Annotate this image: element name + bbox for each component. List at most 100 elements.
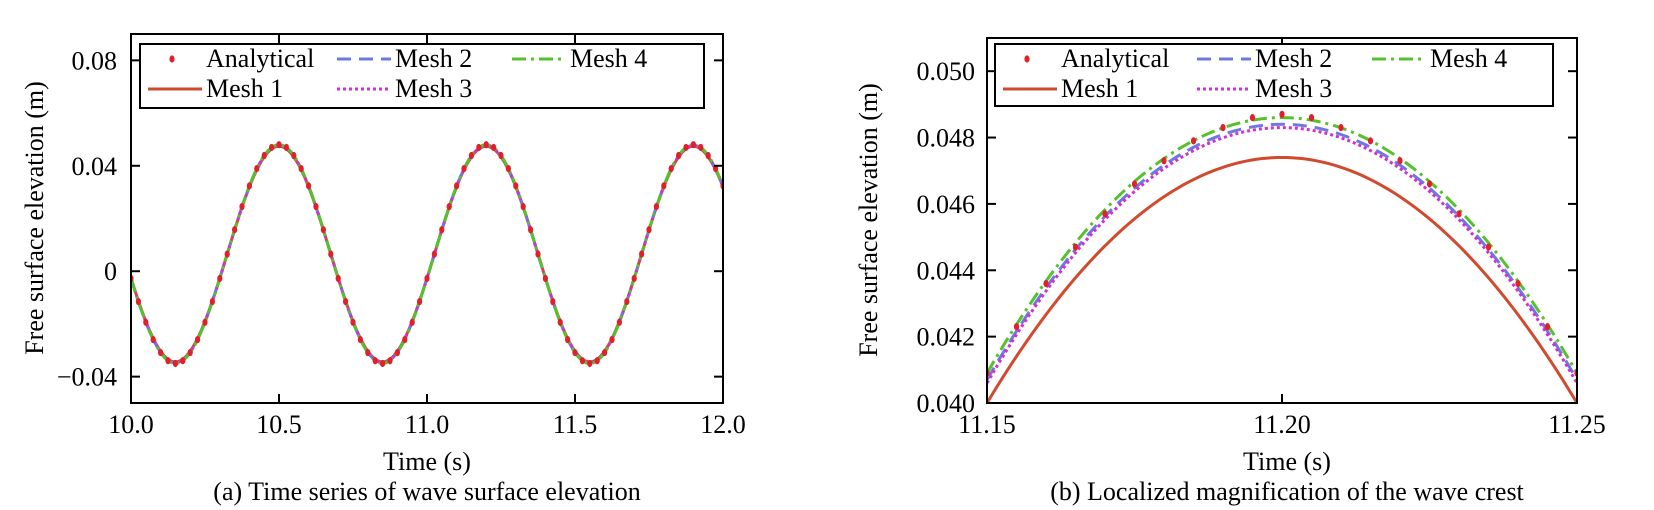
chart-b-series-mesh1 (987, 155, 1577, 403)
chart-a-legend: Analytical Mesh 2 Mesh 4 Mesh 1 Mesh 3 (139, 43, 705, 109)
chart-a-analytical-point (350, 318, 356, 326)
chart-b-analytical-point (1013, 323, 1020, 331)
chart-a-analytical-point (594, 357, 600, 365)
chart-a-analytical-point (609, 336, 615, 344)
chart-b-analytical-point (1102, 210, 1108, 218)
chart-b-ylabel: Free surface elevation (m) (854, 83, 883, 357)
chart-b-legend-label-mesh4: Mesh 4 (1430, 44, 1507, 73)
chart-a-analytical-point (217, 274, 223, 283)
chart-a-analytical-point (639, 250, 645, 258)
chart-a-analytical-point (587, 359, 593, 368)
chart-a-analytical-point (283, 143, 289, 152)
chart-a-legend-label-analytical: Analytical (206, 44, 314, 73)
chart-b-analytical-point (1043, 279, 1049, 288)
chart-a-series-mesh4 (131, 143, 723, 365)
chart-a-analytical-point (557, 318, 563, 326)
chart-a-analytical-point (254, 164, 260, 173)
chart-a-analytical-point (313, 203, 319, 211)
chart-a-analytical-point (676, 151, 682, 160)
chart-b-analytical-point (1220, 123, 1226, 132)
chart-a-analytical-point (424, 274, 430, 283)
chart-a-analytical-point (380, 359, 386, 368)
chart-a-plot (131, 141, 723, 368)
chart-a-analytical-point (653, 203, 660, 211)
chart-b-analytical-point (1397, 157, 1403, 165)
chart-a-ytick-label: −0.04 (57, 363, 117, 392)
chart-b-series-mesh2 (987, 122, 1577, 381)
chart-a-xtick-label: 11.5 (553, 410, 598, 439)
chart-b-legend-analytical-point (1024, 55, 1030, 63)
chart-a-analytical-point (602, 349, 608, 357)
chart-a-ylabel: Free surface elevation (m) (20, 81, 49, 355)
chart-a-analytical-point (439, 226, 445, 234)
chart-a-analytical-point (135, 297, 141, 306)
chart-a-analytical-point (705, 151, 711, 160)
chart-a-analytical-point (690, 141, 697, 149)
chart-b-plot (987, 110, 1577, 403)
chart-a-xtick-label: 11.0 (405, 410, 450, 439)
chart-b-analytical-point (1161, 157, 1167, 165)
chart-a-analytical-point (668, 164, 674, 173)
chart-b-ticks: 11.15 11.20 11.25 0.040 0.042 0.044 0.046 0.048… (917, 38, 1606, 439)
chart-b-series-mesh3 (987, 126, 1577, 384)
chart-a-analytical-point (180, 357, 186, 365)
chart-a-analytical-point (631, 274, 637, 283)
chart-a-analytical-point (195, 336, 201, 344)
chart-a-series-mesh3 (131, 143, 723, 365)
chart-a-analytical-point (320, 226, 326, 234)
chart-b-analytical-point (1072, 243, 1079, 251)
chart-a-analytical-point (565, 336, 571, 344)
chart-a-analytical-point (394, 349, 400, 357)
chart-a-analytical-point (158, 349, 164, 357)
chart-a-xtick-label: 10.5 (256, 410, 302, 439)
chart-a-analytical-point (446, 203, 452, 211)
chart-a-analytical-point (542, 274, 549, 283)
chart-a-analytical-point (698, 143, 704, 152)
chart-b-analytical-point (1131, 180, 1138, 188)
chart-b-ytick-label: 0.040 (917, 389, 976, 418)
chart-b-ytick-label: 0.048 (917, 124, 976, 153)
chart-a-analytical-point (387, 357, 393, 365)
chart-b-caption: (b) Localized magnification of the wave … (1050, 477, 1524, 506)
chart-a-analytical-point (335, 274, 341, 283)
chart-b-xtick-label: 11.15 (958, 410, 1016, 439)
chart-b-ytick-label: 0.044 (917, 256, 976, 285)
chart-a-analytical-point (232, 226, 238, 234)
chart-a-analytical-point (550, 297, 556, 306)
chart-a-xtick-label: 10.0 (108, 410, 154, 439)
chart-a-legend-label-mesh4: Mesh 4 (570, 44, 647, 73)
chart-a-analytical-point (572, 349, 578, 357)
chart-a-legend-label-mesh1: Mesh 1 (206, 74, 283, 103)
chart-a-analytical-point (616, 318, 623, 326)
chart-a-analytical-point (661, 182, 667, 190)
chart-b-analytical-point (1456, 210, 1462, 218)
chart-a-legend-label-mesh3: Mesh 3 (395, 74, 472, 103)
chart-a-analytical-point (291, 151, 297, 160)
chart-a-analytical-point (357, 336, 363, 344)
chart-a-caption: (a) Time series of wave surface elevatio… (213, 477, 640, 506)
chart-b-analytical-point (1485, 243, 1492, 251)
chart-a-analytical-point (328, 250, 334, 258)
chart-a-analytical-point (683, 143, 689, 152)
chart-a-analytical-point (409, 318, 415, 326)
chart-a-analytical-point (505, 164, 511, 173)
chart-a-analytical-point (646, 226, 652, 234)
chart-a-analytical-point (579, 357, 586, 365)
chart-a-analytical-point (224, 250, 230, 258)
chart-b-xtick-label: 11.25 (1548, 410, 1606, 439)
chart-a: 10.0 10.5 11.0 11.5 12.0 −0.04 0 0.04 0.08 Analy… (20, 33, 746, 506)
chart-b-legend-label-mesh3: Mesh 3 (1255, 74, 1332, 103)
chart-b-legend-label-mesh1: Mesh 1 (1061, 74, 1138, 103)
chart-a-analytical-point (165, 357, 171, 365)
chart-b-analytical-point (1544, 323, 1551, 331)
chart-a-analytical-point (468, 151, 474, 160)
chart-a-series-mesh2 (131, 143, 723, 365)
chart-a-analytical-point (269, 143, 275, 152)
chart-b: 11.15 11.20 11.25 0.040 0.042 0.044 0.046 0.048… (854, 37, 1606, 506)
chart-a-xlabel: Time (s) (383, 447, 471, 476)
chart-a-analytical-point (402, 336, 408, 344)
chart-a-analytical-point (143, 318, 149, 326)
chart-a-analytical-point (372, 357, 378, 365)
chart-a-analytical-point (528, 226, 534, 234)
chart-b-analytical-point (1279, 110, 1285, 118)
